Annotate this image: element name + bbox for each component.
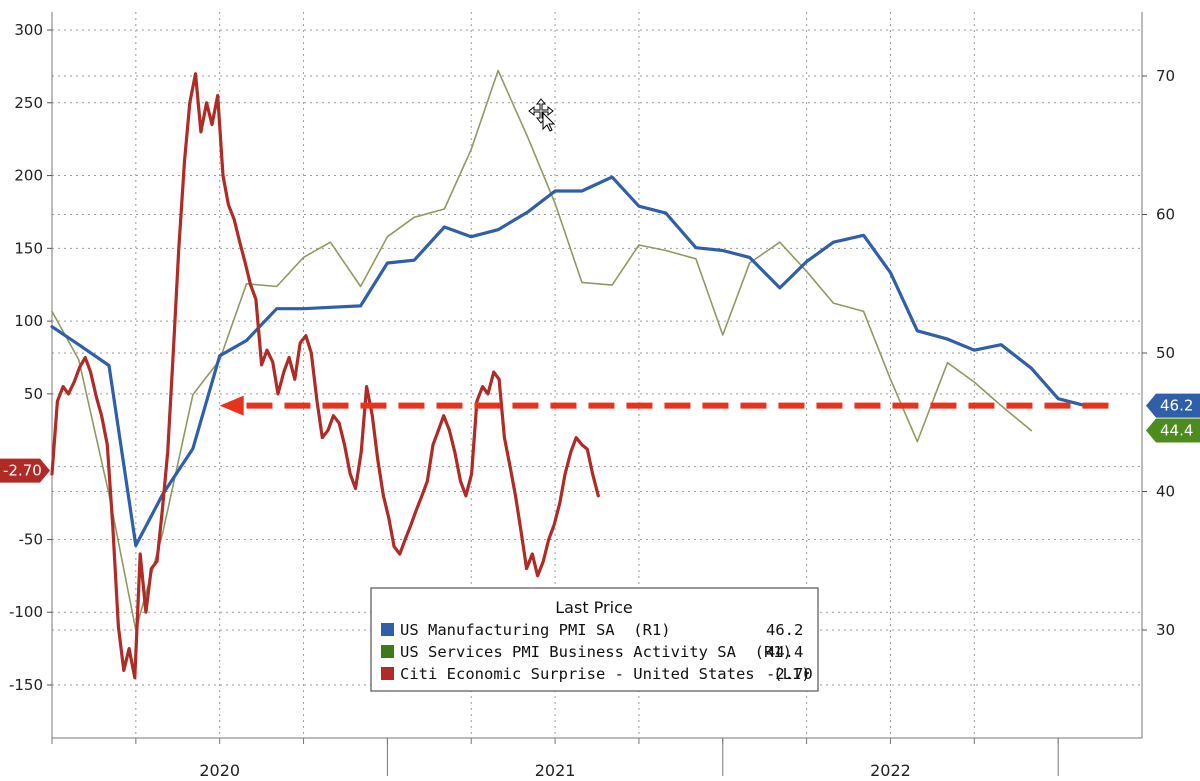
annotation-layer	[219, 395, 1109, 416]
legend-box	[370, 587, 819, 692]
last-value-badge-label: 46.2	[1160, 397, 1193, 415]
axes	[51, 12, 1143, 739]
series-layer	[50, 69, 1087, 680]
left-tick-label: -50	[19, 530, 44, 548]
badge-layer: 46.2 44.4 -2.70	[0, 393, 1200, 483]
last-value-badge-label: 44.4	[1160, 422, 1193, 440]
left-tick-label: 200	[14, 167, 43, 185]
x-tick-label: 2021	[535, 761, 576, 780]
series-line-citi-economic-surprise-united-states	[50, 72, 600, 680]
series-line-us-manufacturing-pmi-sa	[50, 175, 1087, 548]
last-value-badge	[0, 458, 50, 483]
legend-label-services: US Services PMI Business Activity SA (R1…	[400, 643, 792, 661]
legend-value-manufacturing: 46.2	[766, 621, 803, 639]
legend-label-citi: Citi Economic Surprise - United States (…	[400, 665, 811, 683]
left-tick-label: 50	[24, 385, 43, 403]
right-tick-label: 40	[1156, 483, 1175, 501]
left-tick-label: 100	[14, 312, 43, 330]
right-tick-label: 70	[1156, 67, 1175, 85]
left-tick-label: 300	[14, 21, 43, 39]
right-axis-ticks: 70 60 50 40 30	[1142, 67, 1175, 639]
right-tick-label: 60	[1156, 206, 1175, 224]
last-value-badge	[1146, 418, 1200, 443]
last-value-badge	[1146, 393, 1200, 418]
left-axis-ticks: 300 250 200 150 100 50 -50 -100 -150	[9, 21, 52, 694]
legend-swatch-citi	[381, 667, 394, 680]
right-tick-label: 50	[1156, 344, 1175, 362]
x-tick-label: 2020	[199, 761, 240, 780]
legend: Last Price US Manufacturing PMI SA (R1) …	[370, 587, 819, 692]
legend-value-citi: -2.70	[766, 665, 813, 683]
legend-swatch-services	[381, 645, 394, 658]
right-tick-label: 30	[1156, 621, 1175, 639]
x-axis-ticks: 2020 2021 2022	[51, 738, 1059, 780]
left-tick-label: 250	[14, 94, 43, 112]
x-tick-label: 2022	[870, 761, 911, 780]
left-tick-label: -100	[9, 603, 43, 621]
left-tick-label: -150	[9, 676, 43, 694]
legend-label-manufacturing: US Manufacturing PMI SA (R1)	[400, 621, 671, 639]
last-value-badge-label: -2.70	[3, 462, 42, 480]
left-tick-label: 150	[14, 239, 43, 257]
annotation-arrowhead	[219, 395, 244, 416]
move-cursor-icon	[528, 98, 556, 132]
legend-title: Last Price	[555, 598, 632, 617]
legend-swatch-manufacturing	[381, 623, 394, 636]
legend-value-services: 44.4	[766, 643, 803, 661]
